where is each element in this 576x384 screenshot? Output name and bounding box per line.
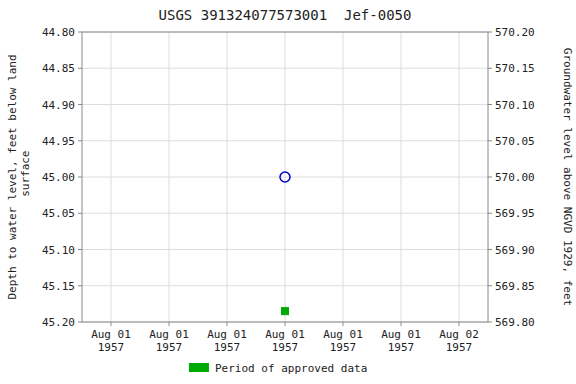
grid-line — [285, 32, 286, 322]
tick — [78, 104, 82, 105]
tick-label: 569.90 — [495, 244, 535, 257]
tick — [488, 177, 492, 178]
tick-label: Aug 011957 — [149, 328, 189, 354]
tick-label: 569.85 — [495, 280, 535, 293]
tick — [78, 32, 82, 33]
text-line: Aug 01 — [207, 328, 247, 341]
tick — [343, 322, 344, 326]
tick — [488, 285, 492, 286]
text-line: Aug 02 — [439, 328, 479, 341]
grid-line — [111, 32, 112, 322]
tick — [488, 32, 492, 33]
text-line: Aug 01 — [265, 328, 305, 341]
tick-label: Aug 011957 — [91, 328, 131, 354]
tick — [459, 322, 460, 326]
legend: Period of approved data — [189, 362, 367, 375]
text-line: 1957 — [388, 341, 415, 354]
point — [280, 172, 290, 182]
tick — [78, 213, 82, 214]
tick-label: 45.00 — [42, 171, 75, 184]
tick — [488, 104, 492, 105]
grid-line — [343, 32, 344, 322]
tick — [111, 322, 112, 326]
tick — [169, 322, 170, 326]
text-line: Aug 01 — [323, 328, 363, 341]
tick-label: 570.15 — [495, 62, 535, 75]
tick-label: 569.80 — [495, 316, 535, 329]
tick — [78, 249, 82, 250]
series — [280, 172, 290, 182]
tick-label: 44.80 — [42, 26, 75, 39]
tick-label: 44.85 — [42, 62, 75, 75]
tick — [78, 322, 82, 323]
tick-label: 45.05 — [42, 207, 75, 220]
tick — [488, 140, 492, 141]
grid-line — [169, 32, 170, 322]
tick-label: Aug 011957 — [207, 328, 247, 354]
text-line: Aug 01 — [381, 328, 421, 341]
grid-line — [459, 32, 460, 322]
legend-label: Period of approved data — [215, 362, 367, 375]
text-line: 1957 — [214, 341, 241, 354]
tick — [78, 140, 82, 141]
tick — [401, 322, 402, 326]
data — [280, 172, 290, 315]
tick — [78, 68, 82, 69]
tick — [488, 249, 492, 250]
tick-label: Aug 011957 — [265, 328, 305, 354]
tick-label: Aug 021957 — [439, 328, 479, 354]
chart: 44.80 44.85 44.90 44.95 45.00 45.05 45.10 45.15… — [0, 0, 576, 384]
axis-label: Depth to water level, feet below land su… — [6, 54, 32, 299]
tick-label: 569.95 — [495, 207, 535, 220]
y-axis: 44.80 44.85 44.90 44.95 45.00 45.05 45.10 45.15… — [42, 26, 82, 329]
plot-frame — [82, 32, 488, 322]
tick — [488, 322, 492, 323]
tick — [78, 177, 82, 178]
tick — [488, 68, 492, 69]
text-line: 1957 — [330, 341, 357, 354]
tick-label: 570.10 — [495, 99, 535, 112]
tick-label: 570.00 — [495, 171, 535, 184]
tick — [488, 213, 492, 214]
tick-label: 45.15 — [42, 280, 75, 293]
text-line: 1957 — [156, 341, 183, 354]
x-axis: Aug 011957Aug 011957Aug 011957Aug 011957… — [91, 322, 479, 354]
text-line: Depth to water level, feet below land — [6, 54, 19, 299]
text-line: 1957 — [272, 341, 299, 354]
series — [282, 308, 289, 315]
tick-label: 570.20 — [495, 26, 535, 39]
tick — [78, 285, 82, 286]
tick-label: 45.10 — [42, 244, 75, 257]
grid-line — [227, 32, 228, 322]
axis-label: Groundwater level above NGVD 1929, feet — [561, 48, 574, 306]
text-line: Aug 01 — [149, 328, 189, 341]
tick-label: 44.95 — [42, 135, 75, 148]
tick-label: 44.90 — [42, 99, 75, 112]
tick — [285, 322, 286, 326]
legend-swatch — [189, 363, 209, 372]
tick — [227, 322, 228, 326]
text-line: 1957 — [446, 341, 473, 354]
tick-label: 45.20 — [42, 316, 75, 329]
grid-line — [401, 32, 402, 322]
tick-label: Aug 011957 — [381, 328, 421, 354]
text-line: surface — [19, 151, 32, 204]
title: USGS 391324077573001 Jef-0050 — [159, 7, 412, 23]
text-line: Aug 01 — [91, 328, 131, 341]
y2-axis: 570.20 570.15 570.10 570.05 570.00 569.95 569.… — [488, 26, 535, 329]
tick-label: 570.05 — [495, 135, 535, 148]
tick-label: Aug 011957 — [323, 328, 363, 354]
text-line: 1957 — [98, 341, 125, 354]
point — [282, 308, 289, 315]
grid — [82, 32, 488, 322]
